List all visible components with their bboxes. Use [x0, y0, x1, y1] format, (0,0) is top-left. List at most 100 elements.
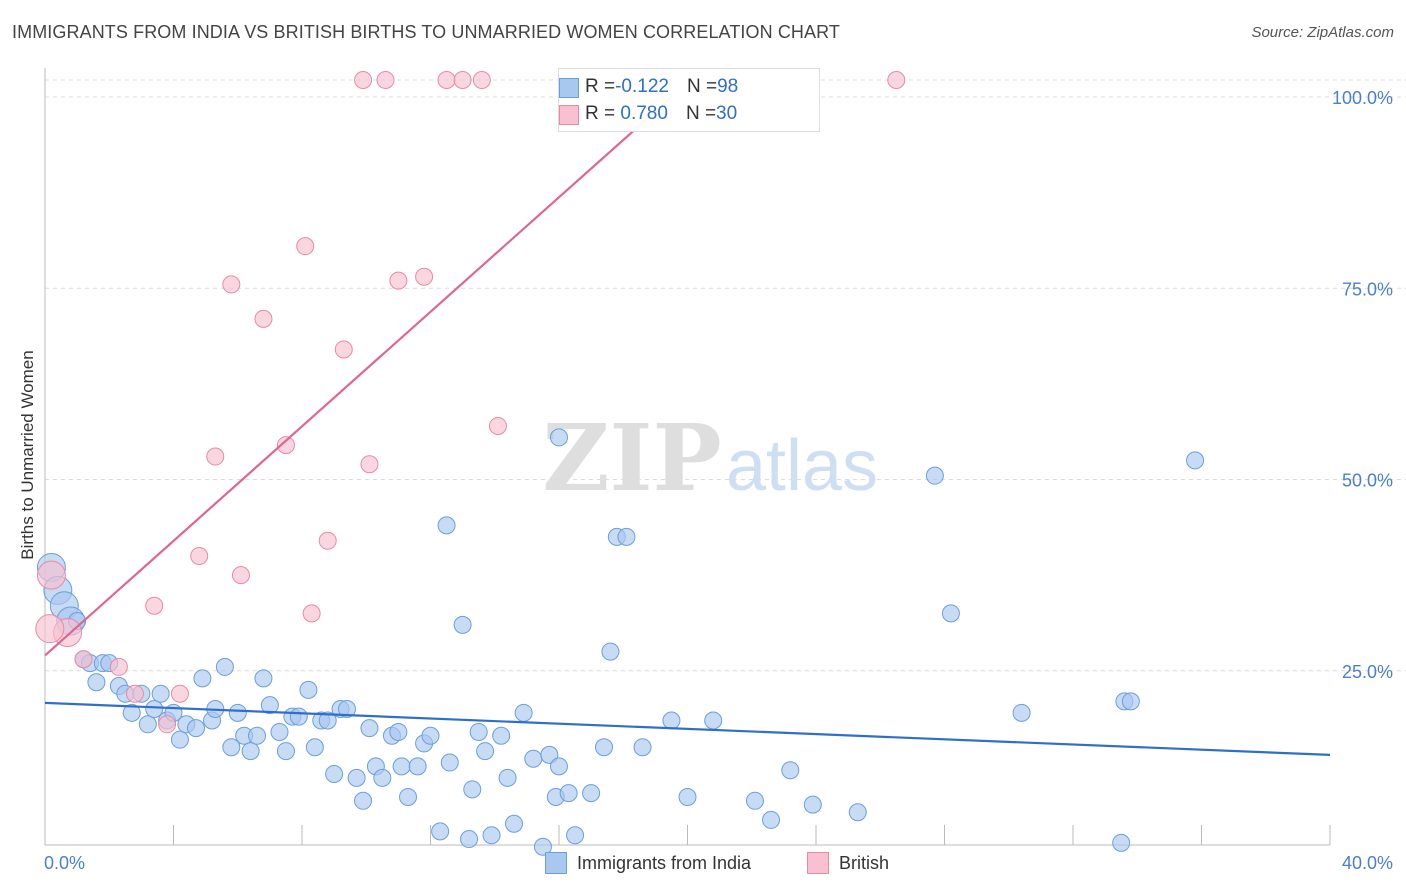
british-point-27	[887, 71, 906, 89]
british-point-0	[36, 560, 66, 590]
india-point-58	[440, 753, 459, 772]
watermark-atlas: atlas	[726, 426, 878, 506]
legend-r-label: R =	[585, 76, 616, 97]
india-point-88	[848, 803, 867, 822]
india-point-53	[408, 757, 427, 776]
india-point-93	[1121, 692, 1140, 711]
india-point-55	[421, 726, 440, 745]
india-point-75	[566, 826, 585, 845]
legend-r-label: R =	[585, 103, 616, 124]
british-point-2	[74, 650, 93, 669]
british-point-8	[190, 547, 209, 565]
india-point-94	[1186, 451, 1205, 470]
legend-n-label: N =	[685, 103, 717, 124]
india-point-71	[540, 745, 559, 764]
india-point-51	[392, 757, 411, 776]
british-point-16	[318, 531, 337, 550]
tick-labels: 25.0% 50.0% 75.0% 100.0% 0.0% 40.0%	[44, 88, 1393, 873]
british-point-19	[415, 267, 434, 286]
india-point-68	[514, 703, 533, 722]
legend-row-british: R = 0.780 N = 30	[559, 101, 738, 127]
british-point-22	[376, 71, 395, 89]
india-point-84	[745, 791, 764, 810]
india-point-29	[241, 742, 260, 761]
legend-n-value-british: 30	[716, 103, 738, 124]
y-tick-label-75: 75.0%	[1342, 279, 1393, 299]
india-point-69	[524, 749, 543, 768]
series-legend: Immigrants from India British	[0, 852, 1406, 876]
india-point-14	[138, 715, 157, 734]
india-point-66	[498, 768, 517, 787]
british-point-11	[231, 566, 250, 585]
india-point-73	[550, 757, 568, 776]
india-point-25	[215, 657, 234, 676]
british-point-29	[389, 271, 408, 290]
india-point-43	[337, 700, 356, 718]
british-point-9	[206, 447, 225, 466]
india-point-57	[437, 516, 456, 535]
y-tick-label-50: 50.0%	[1342, 471, 1393, 491]
india-point-40	[318, 711, 337, 730]
watermark-zip: ZIP	[542, 404, 721, 512]
india-point-83	[704, 711, 723, 730]
legend-n-label: N =	[686, 76, 718, 97]
india-point-89	[925, 466, 944, 485]
british-point-28	[35, 614, 65, 644]
legend-item-british: British	[807, 852, 889, 874]
india-point-81	[662, 711, 681, 730]
india-point-15	[145, 700, 164, 718]
legend-n-value-india: 98	[717, 76, 739, 97]
source-label: Source: ZipAtlas.com	[1251, 24, 1394, 41]
british-point-12	[254, 309, 273, 328]
india-point-95	[1112, 833, 1131, 852]
british-point-6	[158, 715, 177, 734]
india-point-50	[389, 722, 408, 741]
india-point-45	[354, 791, 373, 810]
india-point-74	[559, 784, 578, 803]
india-point-59	[453, 615, 472, 634]
british-trend-line	[44, 96, 673, 657]
india-point-60	[460, 830, 479, 849]
india-point-32	[260, 696, 279, 715]
british-point-20	[488, 416, 507, 435]
correlation-legend: R = -0.122 N = 98 R = 0.780 N = 30	[558, 68, 820, 132]
india-point-62	[469, 722, 488, 741]
india-point-90	[941, 604, 960, 623]
x-tick-label-0: 0.0%	[44, 853, 85, 873]
india-point-96	[617, 527, 636, 546]
legend-swatch-british	[807, 852, 829, 874]
india-point-56	[431, 822, 450, 841]
british-point-4	[125, 684, 144, 703]
india-point-65	[492, 726, 511, 745]
british-point-21	[354, 71, 373, 89]
legend-r-value-india: -0.122	[615, 76, 669, 97]
british-point-15	[302, 604, 321, 623]
chart-title: IMMIGRANTS FROM INDIA VS BRITISH BIRTHS …	[12, 22, 840, 42]
legend-label-british: British	[839, 852, 890, 873]
legend-swatch-india	[545, 852, 567, 874]
india-point-36	[289, 707, 308, 726]
series-india-points	[36, 428, 1205, 856]
india-point-30	[248, 726, 267, 745]
india-point-16	[151, 684, 170, 703]
india-point-91	[1012, 703, 1031, 722]
british-point-3	[109, 657, 128, 676]
india-point-85	[762, 810, 781, 829]
india-point-77	[594, 738, 613, 757]
legend-row-india: R = -0.122 N = 98	[559, 74, 739, 100]
india-point-19	[170, 730, 189, 749]
series-british-points	[35, 71, 906, 734]
india-point-67	[505, 814, 524, 833]
india-point-34	[276, 742, 295, 761]
british-point-25	[472, 71, 491, 89]
india-point-78	[601, 642, 620, 661]
india-point-38	[305, 738, 324, 757]
india-point-27	[228, 703, 247, 722]
legend-swatch-british	[559, 105, 579, 125]
india-point-12	[122, 703, 141, 722]
india-point-46	[360, 719, 379, 738]
british-point-18	[360, 455, 379, 474]
legend-swatch-india	[559, 78, 579, 98]
british-point-7	[170, 684, 189, 703]
